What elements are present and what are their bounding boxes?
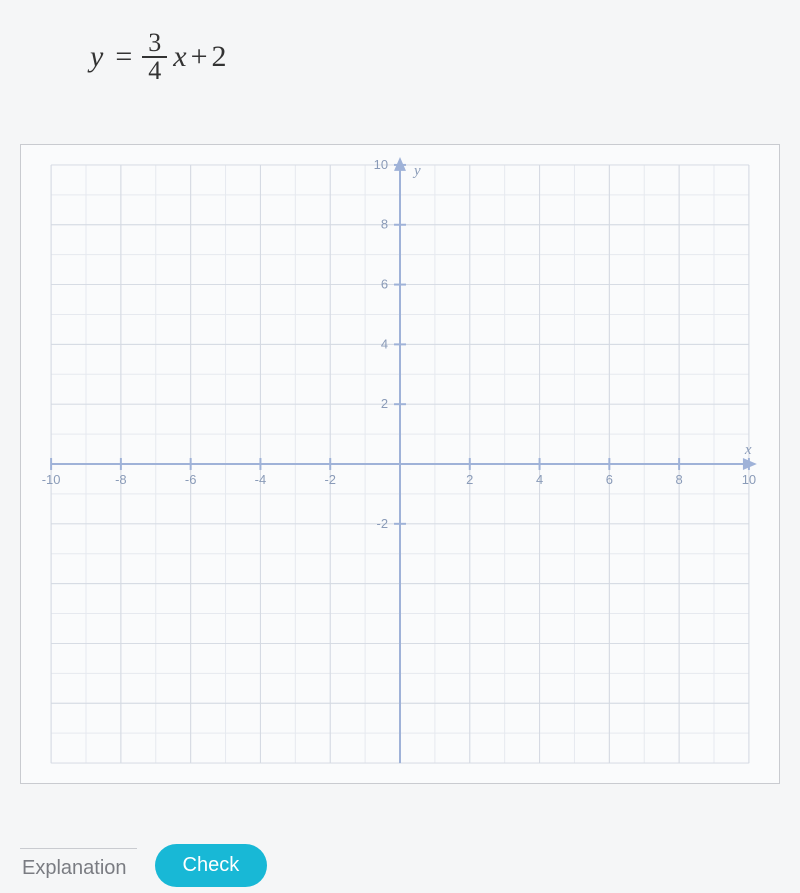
equation-constant: 2: [212, 40, 227, 74]
explanation-button[interactable]: Explanation: [20, 848, 137, 884]
graph-canvas[interactable]: -10 -8 -6 -4 -2 2 4 6 8 10 10 8 6 4 2 -2 y x: [20, 144, 780, 784]
svg-text:y: y: [412, 163, 421, 179]
svg-text:-6: -6: [185, 472, 197, 487]
svg-text:-8: -8: [115, 472, 127, 487]
svg-text:x: x: [744, 442, 752, 458]
svg-text:4: 4: [536, 472, 543, 487]
svg-text:8: 8: [676, 472, 683, 487]
equation-rhs-var: x: [173, 40, 186, 74]
svg-text:-10: -10: [42, 472, 61, 487]
coordinate-grid[interactable]: -10 -8 -6 -4 -2 2 4 6 8 10 10 8 6 4 2 -2 y x: [21, 145, 779, 783]
equation-lhs: y: [90, 40, 103, 74]
svg-text:6: 6: [606, 472, 613, 487]
footer-actions: Explanation Check: [20, 844, 267, 887]
plus-sign: +: [191, 40, 208, 74]
svg-text:6: 6: [381, 277, 388, 292]
fraction-numerator: 3: [142, 30, 167, 58]
svg-text:-2: -2: [324, 472, 336, 487]
fraction: 3 4: [142, 30, 167, 84]
svg-text:2: 2: [466, 472, 473, 487]
svg-text:4: 4: [381, 336, 388, 351]
equals-sign: =: [115, 40, 132, 74]
svg-text:10: 10: [742, 472, 756, 487]
equation-display: y = 3 4 x + 2: [90, 30, 800, 84]
fraction-denominator: 4: [142, 58, 167, 84]
svg-text:10: 10: [374, 157, 388, 172]
svg-text:8: 8: [381, 217, 388, 232]
svg-text:-4: -4: [255, 472, 267, 487]
exercise-card: y = 3 4 x + 2 -10 -8 -6 -4 -2 2 4 6 8 10 10 8 6 4 2 -2 y…: [0, 0, 800, 893]
svg-text:2: 2: [381, 396, 388, 411]
check-button[interactable]: Check: [155, 844, 268, 887]
svg-text:-2: -2: [377, 516, 389, 531]
